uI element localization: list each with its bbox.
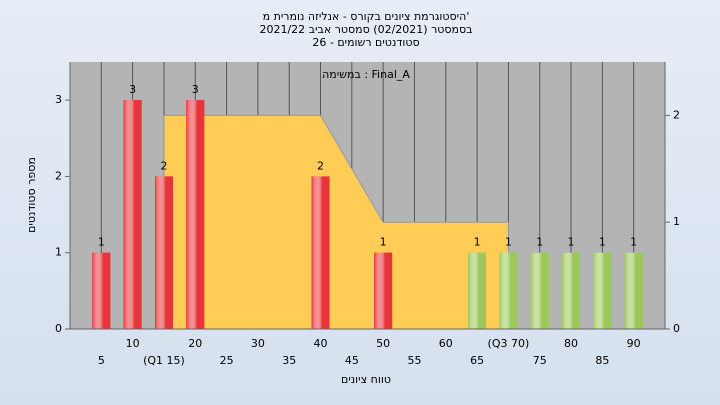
x-tick-label: 30 — [251, 337, 265, 350]
y-tick-label: 3 — [55, 93, 62, 106]
y-tick-label: 2 — [55, 169, 62, 182]
value-label: 1 — [98, 236, 105, 249]
bar-shine — [92, 252, 111, 329]
x-axis-label: טווח ציונים — [341, 373, 391, 386]
y2-tick-label: 1 — [673, 215, 680, 228]
x-tick-label: 40 — [314, 337, 328, 350]
x-tick-label: 80 — [564, 337, 578, 350]
value-label: 2 — [160, 159, 167, 172]
x-tick-label: 85 — [595, 354, 609, 367]
value-label: 1 — [380, 236, 387, 249]
value-label: 1 — [536, 236, 543, 249]
x-tick-label: 90 — [627, 337, 641, 350]
x-tick-label: 20 — [188, 337, 202, 350]
value-label: 3 — [129, 83, 136, 96]
x-tick-label: (Q3 70) — [488, 337, 530, 350]
bar-shine — [123, 100, 142, 330]
x-tick-label: 50 — [376, 337, 390, 350]
bar-shine — [624, 252, 643, 329]
x-tick-label: 60 — [439, 337, 453, 350]
bar-shine — [186, 100, 205, 330]
x-tick-label: 45 — [345, 354, 359, 367]
bar-shine — [468, 252, 487, 329]
bar-shine — [311, 176, 330, 329]
y2-tick-label: 2 — [673, 108, 680, 121]
chart-subtitle: סטודנטים רשומים - 26 — [312, 36, 419, 49]
chart-title: היסטוגרמת ציונים בקורס - אנליזה נומרית מ… — [263, 10, 470, 23]
x-tick-label: 75 — [533, 354, 547, 367]
x-tick-label: 55 — [407, 354, 421, 367]
value-label: 1 — [474, 236, 481, 249]
bar-shine — [530, 252, 549, 329]
x-tick-label: 25 — [220, 354, 234, 367]
bar-shine — [593, 252, 612, 329]
value-label: 2 — [317, 159, 324, 172]
value-label: 1 — [568, 236, 575, 249]
chart-subtitle: בסמסטר (02/2021) סמסטר אביב 2021/22 — [259, 23, 472, 36]
x-tick-label: 35 — [282, 354, 296, 367]
x-tick-label: (Q1 15) — [143, 354, 185, 367]
x-tick-label: 5 — [98, 354, 105, 367]
bar-shine — [374, 252, 393, 329]
x-tick-label: 65 — [470, 354, 484, 367]
bar-shine — [154, 176, 173, 329]
y-tick-label: 0 — [55, 322, 62, 335]
value-label: 3 — [192, 83, 199, 96]
y-axis-label: מספר סטודנטים — [25, 157, 38, 233]
x-tick-label: 10 — [126, 337, 140, 350]
value-label: 1 — [505, 236, 512, 249]
value-label: 1 — [630, 236, 637, 249]
y-tick-label: 1 — [55, 246, 62, 259]
value-label: 1 — [599, 236, 606, 249]
y2-tick-label: 0 — [673, 322, 680, 335]
bar-shine — [499, 252, 518, 329]
bar-shine — [562, 252, 581, 329]
annotation: במשימה : Final_A — [322, 68, 410, 81]
